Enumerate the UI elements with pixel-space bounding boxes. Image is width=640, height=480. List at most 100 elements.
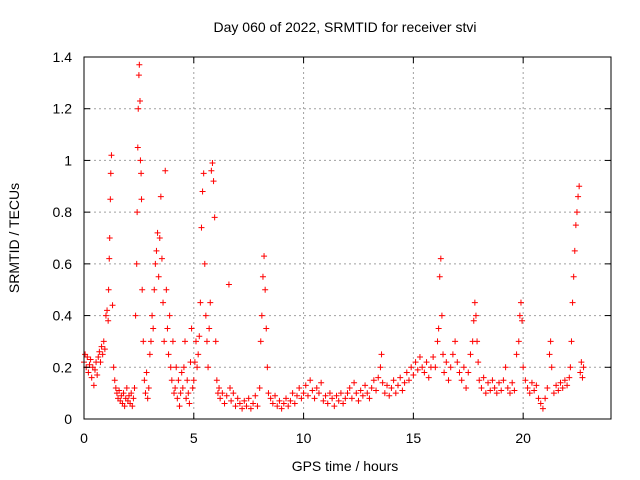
data-point: [357, 387, 364, 394]
data-point: [502, 364, 509, 371]
data-point: [138, 170, 145, 177]
data-point: [136, 61, 143, 68]
data-point: [567, 364, 574, 371]
data-point: [180, 364, 187, 371]
data-point: [289, 390, 296, 397]
data-point: [539, 405, 546, 412]
data-point: [142, 390, 149, 397]
data-point: [138, 196, 145, 203]
data-point: [416, 353, 423, 360]
data-point: [535, 395, 542, 402]
data-point: [309, 387, 316, 394]
data-point: [465, 369, 472, 376]
data-point: [401, 379, 408, 386]
data-point: [296, 384, 303, 391]
data-point: [390, 377, 397, 384]
data-point: [377, 364, 384, 371]
data-point: [579, 374, 586, 381]
data-point: [179, 384, 186, 391]
data-point: [167, 364, 174, 371]
data-point: [131, 384, 138, 391]
data-point: [183, 395, 190, 402]
data-point: [476, 377, 483, 384]
data-point: [313, 384, 320, 391]
data-point: [421, 369, 428, 376]
data-point: [165, 351, 172, 358]
data-point: [388, 384, 395, 391]
data-point: [199, 188, 206, 195]
data-point: [259, 273, 266, 280]
data-point: [470, 317, 477, 324]
data-point: [168, 377, 175, 384]
data-point: [307, 377, 314, 384]
data-point: [210, 178, 217, 185]
data-point: [449, 351, 456, 358]
data-point: [155, 273, 162, 280]
data-point: [368, 384, 375, 391]
data-point: [568, 338, 575, 345]
y-tick-label: 1.2: [53, 101, 73, 117]
data-point: [546, 351, 553, 358]
y-tick-labels: 0 0.2 0.4 0.6 0.8 1 1.2 1.4: [53, 49, 73, 427]
data-point: [578, 359, 585, 366]
data-point: [386, 392, 393, 399]
data-point: [211, 214, 218, 221]
data-point: [173, 364, 180, 371]
data-point: [519, 317, 526, 324]
data-point: [208, 167, 215, 174]
data-point: [576, 183, 583, 190]
data-point: [577, 369, 584, 376]
data-point: [300, 390, 307, 397]
data-point: [101, 346, 108, 353]
data-point: [163, 286, 170, 293]
data-point: [143, 369, 150, 376]
data-point: [298, 395, 305, 402]
data-point: [96, 348, 103, 355]
y-tick-label: 0: [64, 411, 72, 427]
data-point: [105, 286, 112, 293]
data-point: [257, 338, 264, 345]
data-point: [480, 374, 487, 381]
data-point: [172, 384, 179, 391]
data-point: [572, 222, 579, 229]
data-point: [152, 260, 159, 267]
data-point: [280, 400, 287, 407]
data-point: [447, 364, 454, 371]
data-point: [144, 395, 151, 402]
data-point: [571, 247, 578, 254]
y-tick-label: 1.4: [53, 49, 73, 65]
data-point: [88, 374, 95, 381]
data-point: [362, 382, 369, 389]
x-axis-label: GPS time / hours: [292, 458, 399, 474]
data-point: [189, 384, 196, 391]
data-point: [293, 392, 300, 399]
data-point: [373, 387, 380, 394]
data-point: [324, 400, 331, 407]
data-point: [202, 312, 209, 319]
data-point: [151, 286, 158, 293]
data-point: [219, 390, 226, 397]
data-point: [241, 397, 248, 404]
data-point: [140, 338, 147, 345]
data-point: [408, 364, 415, 371]
x-tick-label: 15: [406, 430, 422, 446]
data-point: [526, 390, 533, 397]
data-point: [474, 338, 481, 345]
data-point: [108, 152, 115, 159]
data-point: [458, 377, 465, 384]
data-point: [561, 377, 568, 384]
data-point: [160, 299, 167, 306]
data-point: [175, 377, 182, 384]
data-point: [90, 382, 97, 389]
data-point: [437, 255, 444, 262]
data-point: [146, 351, 153, 358]
data-point: [107, 196, 114, 203]
y-tick-label: 0.2: [53, 359, 73, 375]
data-point: [351, 379, 358, 386]
data-point: [559, 384, 566, 391]
y-tick-label: 0.6: [53, 256, 73, 272]
data-point: [379, 379, 386, 386]
data-point: [405, 377, 412, 384]
data-point: [196, 333, 203, 340]
data-point: [440, 351, 447, 358]
